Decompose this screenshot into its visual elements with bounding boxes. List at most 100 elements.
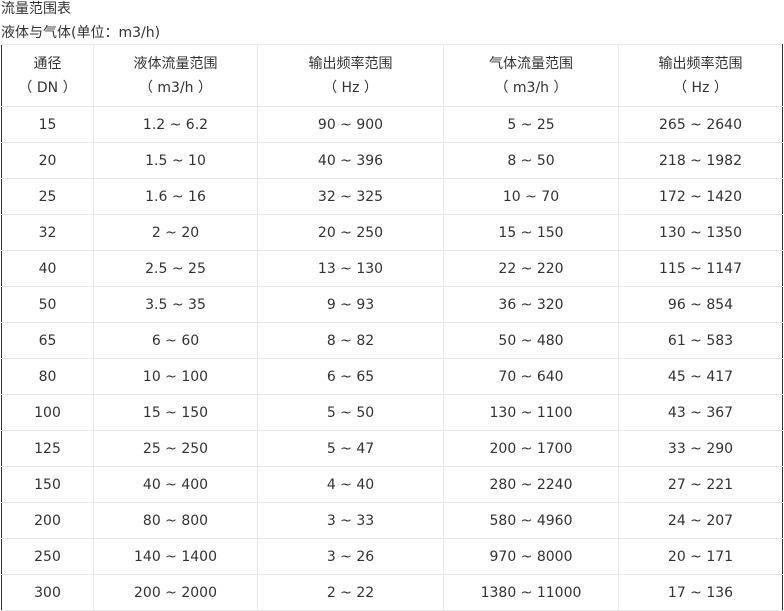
header-cell: 输出频率范围 （ Hz ） bbox=[618, 44, 783, 107]
header-unit: （ Hz ） bbox=[673, 79, 728, 96]
table-cell: 9 ~ 93 bbox=[257, 286, 444, 323]
table-cell: 25 bbox=[1, 178, 94, 215]
table-row: 15 1.2 ~ 6.2 90 ~ 900 5 ~ 25 265 ~ 2640 bbox=[1, 106, 783, 143]
header-label: 通径 bbox=[33, 55, 62, 72]
header-unit: （ DN ） bbox=[18, 79, 77, 96]
table-cell: 3 ~ 33 bbox=[257, 502, 444, 539]
table-row: 80 10 ~ 100 6 ~ 65 70 ~ 640 45 ~ 417 bbox=[1, 358, 783, 395]
table-cell: 10 ~ 70 bbox=[443, 178, 619, 215]
table-cell: 27 ~ 221 bbox=[618, 466, 783, 503]
table-row: 150 40 ~ 400 4 ~ 40 280 ~ 2240 27 ~ 221 bbox=[1, 466, 783, 503]
table-cell: 8 ~ 82 bbox=[257, 322, 444, 359]
table-cell: 6 ~ 65 bbox=[257, 358, 444, 395]
table-cell: 25 ~ 250 bbox=[93, 430, 258, 467]
table-cell: 130 ~ 1350 bbox=[618, 214, 783, 251]
table-cell: 36 ~ 320 bbox=[443, 286, 619, 323]
page-title: 流量范围表 bbox=[1, 1, 71, 17]
header-label: 气体流量范围 bbox=[489, 55, 573, 72]
table-cell: 100 bbox=[1, 394, 94, 431]
table-cell: 96 ~ 854 bbox=[618, 286, 783, 323]
header-cell: 气体流量范围 （ m3/h ） bbox=[443, 44, 619, 107]
header-label: 输出频率范围 bbox=[308, 55, 393, 72]
table-row: 125 25 ~ 250 5 ~ 47 200 ~ 1700 33 ~ 290 bbox=[1, 430, 783, 467]
table-cell: 10 ~ 100 bbox=[93, 358, 258, 395]
table-cell: 20 ~ 171 bbox=[618, 538, 783, 575]
table-cell: 1.2 ~ 6.2 bbox=[93, 106, 258, 143]
header-unit: （ m3/h ） bbox=[138, 79, 213, 96]
table-row: 25 1.6 ~ 16 32 ~ 325 10 ~ 70 172 ~ 1420 bbox=[1, 178, 783, 215]
table-cell: 70 ~ 640 bbox=[443, 358, 619, 395]
header-unit: （ m3/h ） bbox=[494, 79, 568, 96]
table-cell: 43 ~ 367 bbox=[618, 394, 783, 431]
table-cell: 80 ~ 800 bbox=[93, 502, 258, 539]
table-cell: 200 bbox=[1, 502, 94, 539]
table-cell: 22 ~ 220 bbox=[443, 250, 619, 287]
table-row: 40 2.5 ~ 25 13 ~ 130 22 ~ 220 115 ~ 1147 bbox=[1, 250, 783, 287]
table-cell: 5 ~ 47 bbox=[257, 430, 444, 467]
table-cell: 90 ~ 900 bbox=[257, 106, 444, 143]
table-cell: 15 bbox=[1, 106, 94, 143]
table-cell: 200 ~ 2000 bbox=[93, 574, 258, 611]
table-cell: 250 bbox=[1, 538, 94, 575]
table-cell: 65 bbox=[1, 322, 94, 359]
header-cell: 输出频率范围 （ Hz ） bbox=[257, 44, 444, 107]
table-cell: 2.5 ~ 25 bbox=[93, 250, 258, 287]
table-cell: 300 bbox=[1, 574, 94, 611]
table-row: 32 2 ~ 20 20 ~ 250 15 ~ 150 130 ~ 1350 bbox=[1, 214, 783, 251]
table-cell: 580 ~ 4960 bbox=[443, 502, 619, 539]
table-cell: 5 ~ 50 bbox=[257, 394, 444, 431]
header-cell: 通径 （ DN ） bbox=[1, 44, 94, 107]
table-cell: 3 ~ 26 bbox=[257, 538, 444, 575]
table-cell: 2 ~ 22 bbox=[257, 574, 444, 611]
header-cell: 液体流量范围 （ m3/h ） bbox=[93, 44, 258, 107]
table-cell: 20 bbox=[1, 142, 94, 179]
table-cell: 130 ~ 1100 bbox=[443, 394, 619, 431]
table-cell: 40 ~ 396 bbox=[257, 142, 444, 179]
table-cell: 1380 ~ 11000 bbox=[443, 574, 619, 611]
table-cell: 50 bbox=[1, 286, 94, 323]
table-cell: 115 ~ 1147 bbox=[618, 250, 783, 287]
table-cell: 1.5 ~ 10 bbox=[93, 142, 258, 179]
table-cell: 80 bbox=[1, 358, 94, 395]
table-cell: 61 ~ 583 bbox=[618, 322, 783, 359]
table-cell: 20 ~ 250 bbox=[257, 214, 444, 251]
table-cell: 15 ~ 150 bbox=[93, 394, 258, 431]
table-cell: 40 ~ 400 bbox=[93, 466, 258, 503]
table-cell: 32 bbox=[1, 214, 94, 251]
table-cell: 1.6 ~ 16 bbox=[93, 178, 258, 215]
table-cell: 33 ~ 290 bbox=[618, 430, 783, 467]
table-cell: 45 ~ 417 bbox=[618, 358, 783, 395]
table-cell: 265 ~ 2640 bbox=[618, 106, 783, 143]
table-cell: 970 ~ 8000 bbox=[443, 538, 619, 575]
flow-range-table: 通径 （ DN ） 液体流量范围 （ m3/h ） 输出频率范围 （ Hz ） 气体流… bbox=[1, 44, 783, 611]
table-cell: 4 ~ 40 bbox=[257, 466, 444, 503]
table-cell: 50 ~ 480 bbox=[443, 322, 619, 359]
table-cell: 150 bbox=[1, 466, 94, 503]
table-cell: 200 ~ 1700 bbox=[443, 430, 619, 467]
table-cell: 13 ~ 130 bbox=[257, 250, 444, 287]
header-label: 输出频率范围 bbox=[658, 55, 743, 72]
table-row: 300 200 ~ 2000 2 ~ 22 1380 ~ 11000 17 ~ 136 bbox=[1, 574, 783, 611]
table-cell: 8 ~ 50 bbox=[443, 142, 619, 179]
table-cell: 172 ~ 1420 bbox=[618, 178, 783, 215]
table-cell: 218 ~ 1982 bbox=[618, 142, 783, 179]
table-cell: 5 ~ 25 bbox=[443, 106, 619, 143]
header-unit: （ Hz ） bbox=[323, 79, 378, 96]
table-row: 65 6 ~ 60 8 ~ 82 50 ~ 480 61 ~ 583 bbox=[1, 322, 783, 359]
table-cell: 125 bbox=[1, 430, 94, 467]
table-row: 100 15 ~ 150 5 ~ 50 130 ~ 1100 43 ~ 367 bbox=[1, 394, 783, 431]
table-cell: 3.5 ~ 35 bbox=[93, 286, 258, 323]
table-header-row: 通径 （ DN ） 液体流量范围 （ m3/h ） 输出频率范围 （ Hz ） 气体流… bbox=[1, 44, 783, 107]
table-cell: 17 ~ 136 bbox=[618, 574, 783, 611]
table-subtitle: 液体与气体(单位：m3/h) bbox=[1, 25, 161, 41]
header-label: 液体流量范围 bbox=[133, 55, 218, 72]
table-cell: 6 ~ 60 bbox=[93, 322, 258, 359]
table-row: 50 3.5 ~ 35 9 ~ 93 36 ~ 320 96 ~ 854 bbox=[1, 286, 783, 323]
table-cell: 32 ~ 325 bbox=[257, 178, 444, 215]
table-cell: 40 bbox=[1, 250, 94, 287]
table-row: 200 80 ~ 800 3 ~ 33 580 ~ 4960 24 ~ 207 bbox=[1, 502, 783, 539]
table-row: 250 140 ~ 1400 3 ~ 26 970 ~ 8000 20 ~ 171 bbox=[1, 538, 783, 575]
table-cell: 2 ~ 20 bbox=[93, 214, 258, 251]
table-cell: 24 ~ 207 bbox=[618, 502, 783, 539]
table-row: 20 1.5 ~ 10 40 ~ 396 8 ~ 50 218 ~ 1982 bbox=[1, 142, 783, 179]
